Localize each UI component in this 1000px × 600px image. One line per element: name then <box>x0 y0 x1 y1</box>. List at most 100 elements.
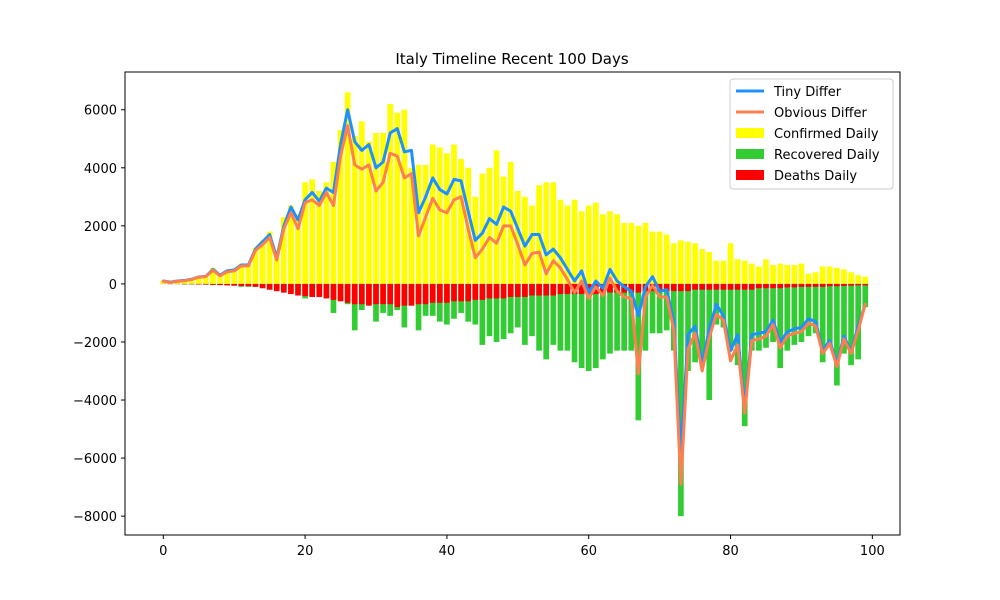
deaths-daily-bar <box>720 283 727 290</box>
deaths-daily-bar <box>727 283 734 290</box>
deaths-daily-bar <box>337 283 344 302</box>
deaths-daily-bar <box>231 283 238 286</box>
deaths-daily-bar <box>514 283 521 297</box>
recovered-daily-bar <box>628 283 635 351</box>
confirmed-daily-bar <box>649 231 656 284</box>
deaths-daily-bar <box>557 283 564 295</box>
recovered-daily-bar <box>777 283 783 369</box>
confirmed-daily-bar <box>280 217 287 284</box>
confirmed-daily-bar <box>302 182 308 284</box>
confirmed-daily-bar <box>727 243 734 284</box>
deaths-daily-legend-swatch <box>736 170 764 180</box>
recovered-daily-bar <box>656 283 663 334</box>
confirmed-daily-bar <box>224 270 230 284</box>
deaths-daily-bar <box>465 283 472 302</box>
recovered-daily-bar <box>741 283 748 427</box>
recovered-daily-bar <box>351 283 358 331</box>
confirmed-daily-bar <box>607 211 613 284</box>
deaths-daily-bar <box>493 283 500 299</box>
plot-area <box>160 92 869 517</box>
confirmed-daily-bar <box>514 191 521 284</box>
deaths-daily-bar <box>500 283 507 299</box>
confirmed-daily-bar <box>600 214 606 284</box>
recovered-daily-bar <box>784 283 791 351</box>
confirmed-daily-bar <box>373 132 379 284</box>
confirmed-daily-bar <box>394 112 401 284</box>
recovered-daily-bar <box>727 283 734 351</box>
deaths-daily-bar <box>436 283 443 303</box>
recovered-daily-bar <box>500 283 507 340</box>
deaths-daily-bar <box>777 283 783 289</box>
recovered-daily-bar <box>578 283 585 369</box>
recovered-daily-bar <box>529 283 535 337</box>
recovered-daily-bar <box>621 283 628 351</box>
deaths-daily-bar <box>429 283 436 303</box>
recovered-daily-bar <box>685 283 691 371</box>
confirmed-daily-bar <box>401 109 408 284</box>
recovered-daily-bar <box>472 283 479 325</box>
deaths-daily-bar <box>571 283 578 295</box>
deaths-daily-bar <box>224 283 230 286</box>
deaths-daily-bar <box>763 283 769 289</box>
recovered-daily-bar <box>805 283 812 337</box>
confirmed-daily-bar <box>309 179 316 284</box>
confirmed-daily-bar <box>543 182 550 284</box>
confirmed-daily-bar <box>791 265 798 284</box>
recovered-daily-legend-swatch <box>736 149 764 159</box>
deaths-daily-bar <box>826 283 833 287</box>
y-tick-label: −2000 <box>73 336 117 351</box>
recovered-daily-bar <box>465 283 472 322</box>
deaths-daily-bar <box>635 283 642 293</box>
confirmed-daily-bar <box>805 273 812 284</box>
deaths-daily-bar <box>628 283 635 293</box>
confirmed-daily-bar <box>323 182 330 284</box>
lines <box>161 108 867 486</box>
tiny-differ-legend-label: Tiny Differ <box>773 85 842 100</box>
confirmed-daily-bar <box>564 205 571 284</box>
deaths-daily-bar <box>203 283 209 285</box>
confirmed-daily-bar <box>444 153 450 284</box>
confirmed-daily-bar <box>429 144 436 284</box>
deaths-daily-bar <box>458 283 464 302</box>
confirmed-daily-bar <box>380 132 386 284</box>
deaths-daily-bar <box>812 283 819 287</box>
deaths-daily-bar <box>210 283 216 285</box>
deaths-daily-bar <box>529 283 535 296</box>
recovered-daily-bar <box>592 283 599 369</box>
confirmed-daily-bar <box>763 259 769 284</box>
y-axis: −8000 −6000 −4000 −2000 0 2000 4000 6000 <box>73 104 125 525</box>
confirmed-daily-bar <box>748 263 755 284</box>
deaths-daily-bar <box>486 283 493 299</box>
confirmed-daily-bar <box>848 272 854 284</box>
deaths-daily-bar <box>387 283 394 305</box>
x-tick-label: 60 <box>580 544 597 559</box>
recovered-daily-bar <box>734 283 741 366</box>
deaths-daily-bar <box>855 283 861 286</box>
deaths-daily-bar <box>791 283 798 288</box>
recovered-daily-bar <box>841 283 847 354</box>
deaths-daily-bar <box>848 283 854 286</box>
recovered-daily-bar <box>663 283 670 331</box>
recovered-daily-bar <box>415 283 422 331</box>
recovered-daily-bar <box>770 283 776 342</box>
confirmed-daily-bar <box>195 276 202 284</box>
recovered-daily-bar <box>635 283 642 421</box>
confirmed-daily-bar <box>238 263 245 284</box>
recovered-daily-bar <box>550 283 557 345</box>
confirmed-daily-bar <box>188 279 195 284</box>
legend: Tiny Differ Obvious Differ Confirmed Daily… <box>729 78 894 190</box>
recovered-daily-bar <box>692 283 698 363</box>
confirmed-daily-bar <box>507 161 514 284</box>
deaths-daily-bar <box>656 283 663 292</box>
deaths-daily-bar <box>472 283 479 300</box>
confirmed-daily-bar <box>798 263 805 284</box>
recovered-daily-bar <box>600 283 606 360</box>
confirmed-daily-bar <box>699 249 706 284</box>
confirmed-daily-bar <box>436 147 443 284</box>
confirmed-daily-bar <box>288 205 294 284</box>
confirmed-daily-bar <box>628 222 635 284</box>
deaths-daily-bar <box>841 283 847 286</box>
deaths-daily-bar <box>663 283 670 292</box>
deaths-daily-bar <box>330 283 337 300</box>
deaths-daily-bar <box>805 283 812 287</box>
